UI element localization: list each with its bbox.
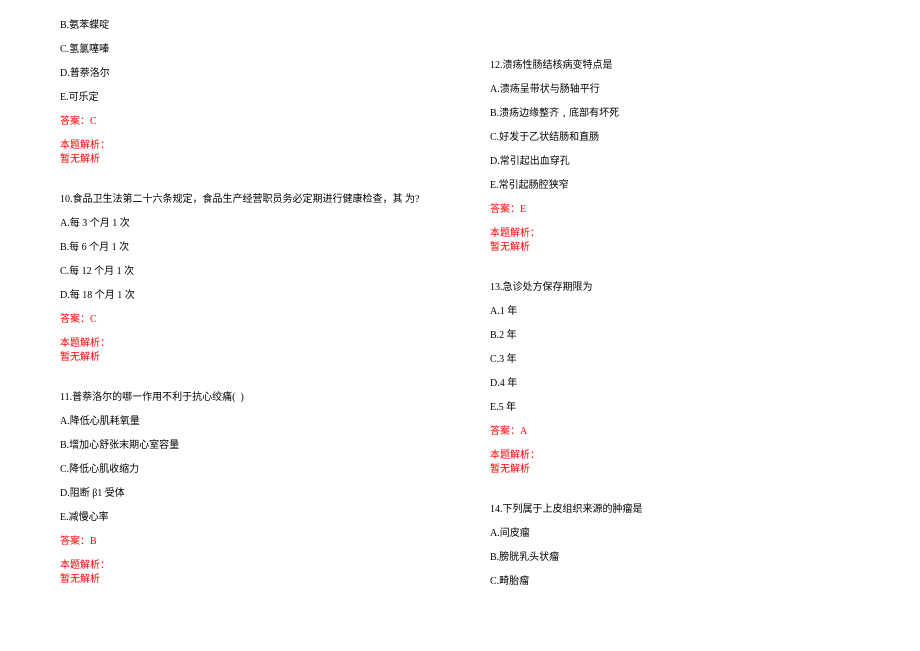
q14-option-b: B.膀胱乳头状瘤	[490, 552, 860, 564]
q11-option-b: B.增加心舒张末期心室容量	[60, 440, 430, 452]
q13-stem: 13.急诊处方保存期限为	[490, 282, 860, 294]
q9-option-e: E.可乐定	[60, 92, 430, 104]
q9-option-b: B.氨苯蝶啶	[60, 20, 430, 32]
q13-jiexi-label: 本题解析：	[490, 450, 860, 462]
q9-jiexi-text: 暂无解析	[60, 154, 430, 166]
q12-jiexi-label: 本题解析：	[490, 228, 860, 240]
right-column: 12.溃疡性肠结核病变特点是 A.溃疡呈带状与肠轴平行 B.溃疡边缘整齐﹐底部有…	[490, 20, 860, 631]
q13-answer: 答案：A	[490, 426, 860, 438]
q13-option-b: B.2 年	[490, 330, 860, 342]
q12-option-e: E.常引起肠腔狭窄	[490, 180, 860, 192]
q12-jiexi-text: 暂无解析	[490, 242, 860, 254]
q13-option-c: C.3 年	[490, 354, 860, 366]
q11-jiexi-text: 暂无解析	[60, 574, 430, 586]
q10-jiexi-text: 暂无解析	[60, 352, 430, 364]
q10-option-c: C.每 12 个月 1 次	[60, 266, 430, 278]
q12-answer: 答案：E	[490, 204, 860, 216]
q13-option-a: A.1 年	[490, 306, 860, 318]
q13-jiexi-text: 暂无解析	[490, 464, 860, 476]
q11-stem: 11.普萘洛尔的哪一作用不利于抗心绞痛( )	[60, 392, 430, 404]
q9-jiexi-label: 本题解析：	[60, 140, 430, 152]
q12-option-c: C.好发于乙状结肠和直肠	[490, 132, 860, 144]
q10-answer: 答案：C	[60, 314, 430, 326]
q12-option-a: A.溃疡呈带状与肠轴平行	[490, 84, 860, 96]
q12-option-b: B.溃疡边缘整齐﹐底部有坏死	[490, 108, 860, 120]
q10-stem: 10.食品卫生法第二十六条规定，食品生产经营职员务必定期进行健康检查，其 为?	[60, 194, 430, 206]
q11-option-d: D.阻断 β1 受体	[60, 488, 430, 500]
q14-option-a: A.间皮瘤	[490, 528, 860, 540]
q14-option-c: C.畸胎瘤	[490, 576, 860, 588]
q12-option-d: D.常引起出血穿孔	[490, 156, 860, 168]
q12-stem: 12.溃疡性肠结核病变特点是	[490, 60, 860, 72]
q10-option-b: B.每 6 个月 1 次	[60, 242, 430, 254]
spacer	[490, 20, 860, 60]
q11-option-c: C.降低心肌收缩力	[60, 464, 430, 476]
q10-jiexi-label: 本题解析：	[60, 338, 430, 350]
q11-option-a: A.降低心肌耗氧量	[60, 416, 430, 428]
left-column: B.氨苯蝶啶 C.氢氯噻嗪 D.普萘洛尔 E.可乐定 答案：C 本题解析： 暂无…	[60, 20, 430, 631]
q9-option-d: D.普萘洛尔	[60, 68, 430, 80]
page: B.氨苯蝶啶 C.氢氯噻嗪 D.普萘洛尔 E.可乐定 答案：C 本题解析： 暂无…	[0, 0, 920, 651]
q13-option-d: D.4 年	[490, 378, 860, 390]
q11-option-e: E.减慢心率	[60, 512, 430, 524]
q13-option-e: E.5 年	[490, 402, 860, 414]
q9-answer: 答案：C	[60, 116, 430, 128]
q10-option-a: A.每 3 个月 1 次	[60, 218, 430, 230]
q14-stem: 14.下列属于上皮组织来源的肿瘤是	[490, 504, 860, 516]
q10-option-d: D.每 18 个月 1 次	[60, 290, 430, 302]
q11-jiexi-label: 本题解析：	[60, 560, 430, 572]
q9-option-c: C.氢氯噻嗪	[60, 44, 430, 56]
q11-answer: 答案：B	[60, 536, 430, 548]
